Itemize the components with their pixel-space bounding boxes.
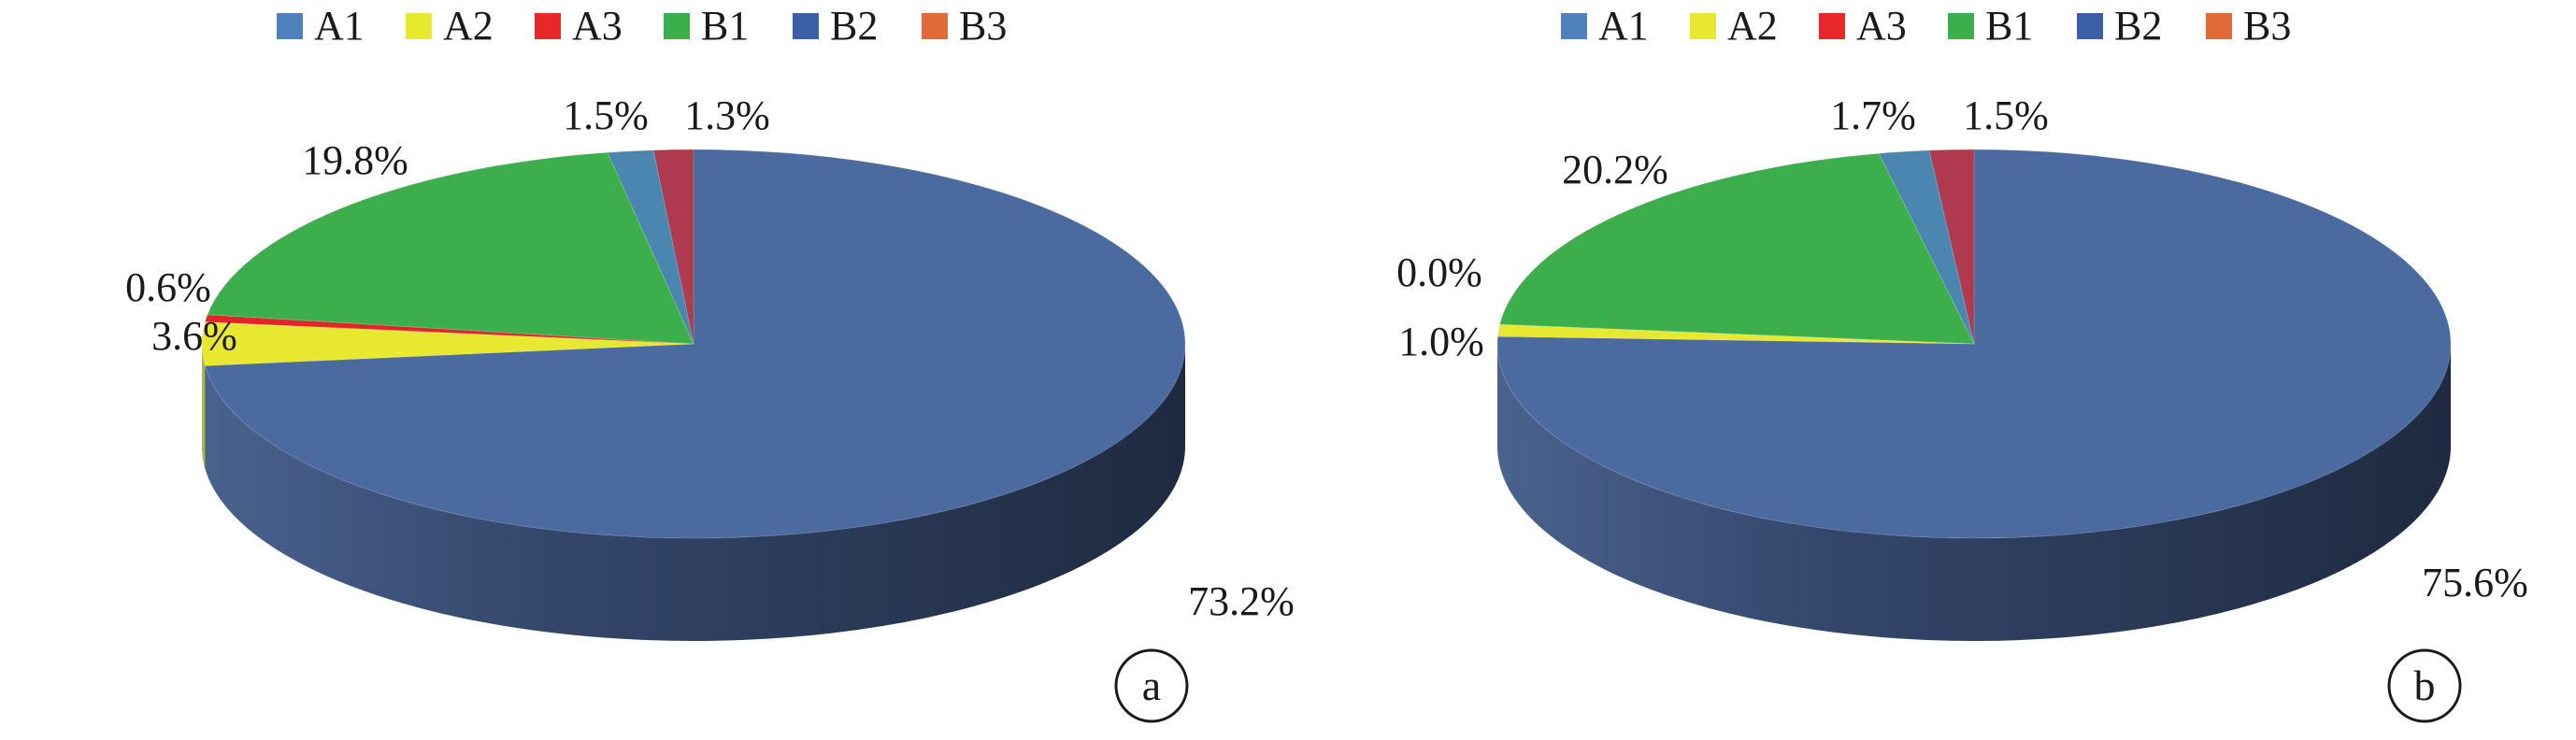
data-label-a3: 0.0%	[1396, 249, 1482, 295]
panel-label: a	[1142, 662, 1161, 709]
legend-swatch-b3	[2206, 13, 2232, 39]
legend-swatch-b1	[1948, 13, 1974, 39]
pie-slice-b3	[1928, 149, 1975, 345]
legend-swatch-b3	[922, 13, 948, 39]
data-label-a1: 1.5%	[563, 92, 649, 138]
legend-swatch-b1	[664, 13, 690, 39]
data-label-b3: 1.3%	[684, 92, 770, 138]
pie-side-wall	[1497, 344, 2451, 641]
legend-label-a1: A1	[314, 3, 365, 49]
panel-label: b	[2414, 662, 2436, 709]
data-label-b2: 73.2%	[1188, 578, 1295, 624]
pie-side-a2	[202, 344, 206, 469]
pie-side-wall	[202, 344, 1185, 641]
legend-swatch-b2	[2077, 13, 2103, 39]
pie-slice-b2	[1496, 149, 2452, 539]
pie-slice-a3	[204, 314, 694, 345]
pie-slice-b1	[207, 151, 694, 345]
legend-label-b2: B2	[2114, 3, 2162, 49]
pie-slice-a2	[1496, 323, 1975, 345]
pie-chart-b: A1 A2 A3 B1 B2 B3 75.6% 1.0% 0.0% 20.2% 1.7% 1.5% b	[1396, 3, 2528, 723]
legend-label-a2: A2	[443, 3, 494, 49]
panel-label-circle	[1114, 648, 1189, 723]
legend-label-a3: A3	[1856, 3, 1907, 49]
legend-swatch-a3	[535, 13, 561, 39]
legend: A1 A2 A3 B1 B2 B3	[1561, 3, 2291, 49]
legend-label-a3: A3	[572, 3, 623, 49]
data-label-b1: 19.8%	[302, 137, 408, 183]
legend-swatch-a2	[1690, 13, 1716, 39]
panel-label-circle	[2387, 648, 2462, 723]
pie-chart-a: A1 A2 A3 B1 B2 B3 73.2% 3.6%0.6% 19.8% 1.5% 1.3% a	[125, 3, 1295, 723]
legend-label-b2: B2	[830, 3, 878, 49]
data-label-a1: 1.7%	[1830, 92, 1916, 138]
data-label-a3: 0.6%	[125, 264, 211, 310]
legend-swatch-a1	[1561, 13, 1587, 39]
legend-label-b1: B1	[1985, 3, 2033, 49]
legend-label-b1: B1	[701, 3, 749, 49]
pie-slice-a2	[201, 321, 694, 366]
legend-swatch-a3	[1819, 13, 1845, 39]
legend: A1 A2 A3 B1 B2 B3	[277, 3, 1007, 49]
legend-label-a1: A1	[1598, 3, 1649, 49]
legend-swatch-a1	[277, 13, 303, 39]
legend-label-b3: B3	[2243, 3, 2291, 49]
data-label-a2: 1.0%	[1398, 319, 1484, 364]
pie-slice-b2	[204, 149, 1186, 539]
data-label-a2: 3.6%	[151, 313, 237, 359]
data-label-b1: 20.2%	[1562, 147, 1668, 192]
pie-slice-b1	[1498, 152, 1975, 345]
legend-label-b3: B3	[959, 3, 1007, 49]
legend-swatch-a2	[406, 13, 432, 39]
legend-label-a2: A2	[1727, 3, 1778, 49]
pie-slice-a1	[1878, 149, 1975, 345]
pie-slice-b3	[652, 149, 694, 345]
legend-swatch-b2	[793, 13, 819, 39]
pie-slice-a1	[607, 149, 694, 345]
data-label-b2: 75.6%	[2422, 560, 2528, 605]
data-label-b3: 1.5%	[1963, 92, 2049, 138]
